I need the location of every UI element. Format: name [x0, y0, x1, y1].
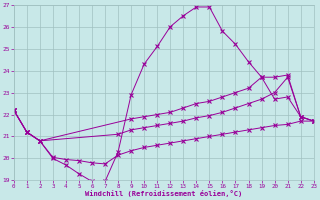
X-axis label: Windchill (Refroidissement éolien,°C): Windchill (Refroidissement éolien,°C) [85, 190, 242, 197]
